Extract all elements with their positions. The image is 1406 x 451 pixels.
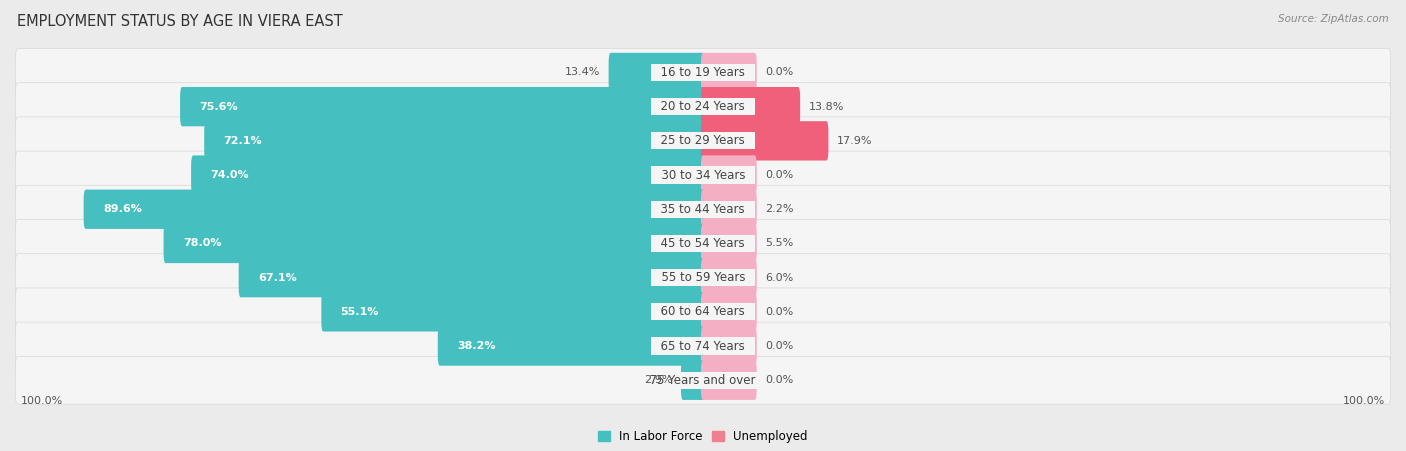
FancyBboxPatch shape <box>15 288 1391 336</box>
Text: 38.2%: 38.2% <box>457 341 495 351</box>
Text: 30 to 34 Years: 30 to 34 Years <box>654 169 752 182</box>
FancyBboxPatch shape <box>15 83 1391 131</box>
FancyBboxPatch shape <box>83 189 704 229</box>
FancyBboxPatch shape <box>15 151 1391 199</box>
Text: 75.6%: 75.6% <box>200 101 238 112</box>
FancyBboxPatch shape <box>702 361 756 400</box>
Text: 78.0%: 78.0% <box>183 239 221 249</box>
FancyBboxPatch shape <box>15 49 1391 97</box>
FancyBboxPatch shape <box>15 185 1391 233</box>
Text: 45 to 54 Years: 45 to 54 Years <box>654 237 752 250</box>
FancyBboxPatch shape <box>15 254 1391 302</box>
FancyBboxPatch shape <box>15 220 1391 267</box>
FancyBboxPatch shape <box>702 189 756 229</box>
Text: 13.4%: 13.4% <box>565 68 600 78</box>
FancyBboxPatch shape <box>191 156 704 195</box>
FancyBboxPatch shape <box>15 322 1391 370</box>
Text: 74.0%: 74.0% <box>211 170 249 180</box>
Text: 60 to 64 Years: 60 to 64 Years <box>654 305 752 318</box>
FancyBboxPatch shape <box>15 117 1391 165</box>
FancyBboxPatch shape <box>204 121 704 161</box>
FancyBboxPatch shape <box>702 121 828 161</box>
FancyBboxPatch shape <box>681 361 704 400</box>
FancyBboxPatch shape <box>702 156 756 195</box>
Text: 0.0%: 0.0% <box>765 307 793 317</box>
FancyBboxPatch shape <box>15 356 1391 404</box>
Text: 13.8%: 13.8% <box>808 101 844 112</box>
Text: 0.0%: 0.0% <box>765 375 793 385</box>
FancyBboxPatch shape <box>702 87 800 126</box>
Text: 17.9%: 17.9% <box>837 136 872 146</box>
Text: Source: ZipAtlas.com: Source: ZipAtlas.com <box>1278 14 1389 23</box>
Text: 89.6%: 89.6% <box>103 204 142 214</box>
FancyBboxPatch shape <box>702 258 756 297</box>
Legend: In Labor Force, Unemployed: In Labor Force, Unemployed <box>598 430 808 443</box>
Text: 2.9%: 2.9% <box>644 375 672 385</box>
Text: 100.0%: 100.0% <box>21 396 63 406</box>
FancyBboxPatch shape <box>702 224 756 263</box>
Text: 67.1%: 67.1% <box>257 273 297 283</box>
Text: 25 to 29 Years: 25 to 29 Years <box>654 134 752 147</box>
Text: 75 Years and over: 75 Years and over <box>643 374 763 387</box>
Text: 0.0%: 0.0% <box>765 170 793 180</box>
FancyBboxPatch shape <box>163 224 704 263</box>
FancyBboxPatch shape <box>239 258 704 297</box>
Text: 20 to 24 Years: 20 to 24 Years <box>654 100 752 113</box>
Text: 100.0%: 100.0% <box>1343 396 1385 406</box>
Text: 0.0%: 0.0% <box>765 341 793 351</box>
FancyBboxPatch shape <box>180 87 704 126</box>
Text: EMPLOYMENT STATUS BY AGE IN VIERA EAST: EMPLOYMENT STATUS BY AGE IN VIERA EAST <box>17 14 343 28</box>
FancyBboxPatch shape <box>322 292 704 331</box>
Text: 16 to 19 Years: 16 to 19 Years <box>654 66 752 79</box>
FancyBboxPatch shape <box>609 53 704 92</box>
Text: 6.0%: 6.0% <box>765 273 793 283</box>
Text: 0.0%: 0.0% <box>765 68 793 78</box>
FancyBboxPatch shape <box>437 327 704 366</box>
Text: 65 to 74 Years: 65 to 74 Years <box>654 340 752 353</box>
FancyBboxPatch shape <box>702 292 756 331</box>
Text: 2.2%: 2.2% <box>765 204 793 214</box>
FancyBboxPatch shape <box>702 53 756 92</box>
Text: 72.1%: 72.1% <box>224 136 262 146</box>
FancyBboxPatch shape <box>702 327 756 366</box>
Text: 5.5%: 5.5% <box>765 239 793 249</box>
Text: 55 to 59 Years: 55 to 59 Years <box>654 271 752 284</box>
Text: 35 to 44 Years: 35 to 44 Years <box>654 203 752 216</box>
Text: 55.1%: 55.1% <box>340 307 380 317</box>
